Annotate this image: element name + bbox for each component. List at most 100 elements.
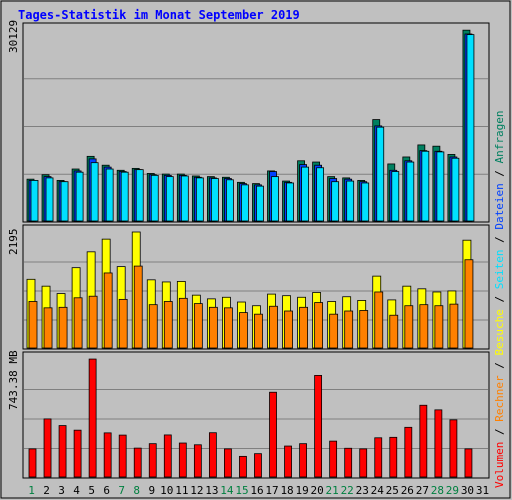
bar-volumen-day-6	[103, 432, 112, 478]
bar-seiten-day-7	[118, 298, 128, 349]
panel-max-label: 743.38 MB	[7, 350, 20, 410]
bar-seiten-day-17	[269, 305, 278, 349]
x-tick-label-12: 12	[190, 484, 203, 497]
bar-volumen-day-2	[43, 418, 52, 478]
bar-volumen-day-26	[404, 426, 413, 478]
bar-volumen-day-7	[118, 434, 127, 478]
bar-seiten-day-14	[224, 307, 233, 349]
bar-seiten-day-3	[58, 306, 68, 349]
x-tick-label-9: 9	[148, 484, 155, 497]
bar-seiten-day-11	[180, 175, 189, 222]
bar-volumen-day-27	[419, 404, 428, 478]
x-tick-label-1: 1	[28, 484, 35, 497]
bar-seiten-day-23	[359, 310, 369, 349]
bar-seiten-day-17	[271, 176, 279, 222]
x-tick-label-28: 28	[431, 484, 444, 497]
bar-seiten-day-2	[45, 177, 54, 222]
x-tick-label-7: 7	[118, 484, 125, 497]
bar-volumen-day-29	[449, 419, 458, 478]
bar-seiten-day-4	[73, 297, 83, 349]
panel-max-label: 30129	[7, 20, 20, 53]
x-tick-label-3: 3	[58, 484, 65, 497]
bar-seiten-day-20	[314, 302, 324, 349]
bar-seiten-day-25	[391, 171, 400, 222]
x-tick-label-21: 21	[326, 484, 339, 497]
bar-seiten-day-7	[120, 171, 129, 222]
x-tick-label-23: 23	[356, 484, 369, 497]
bar-volumen-day-25	[389, 436, 398, 478]
bar-volumen-day-17	[269, 391, 277, 478]
x-tick-label-18: 18	[280, 484, 293, 497]
bar-seiten-day-6	[103, 272, 113, 349]
legend: Volumen / Rechner / Besuche / Seiten / D…	[493, 110, 506, 488]
bar-seiten-day-5	[90, 162, 99, 222]
bar-seiten-day-9	[148, 304, 158, 349]
bar-seiten-day-26	[404, 305, 414, 349]
x-tick-label-24: 24	[371, 484, 385, 497]
bar-volumen-day-5	[88, 358, 97, 478]
bar-seiten-day-4	[75, 171, 84, 222]
bar-seiten-day-16	[256, 185, 264, 222]
bar-volumen-day-24	[374, 437, 383, 478]
bar-volumen-day-19	[299, 443, 307, 478]
bar-seiten-day-27	[419, 304, 429, 349]
chart-title: Tages-Statistik im Monat September 2019	[18, 8, 300, 22]
bar-seiten-day-30	[466, 34, 475, 222]
bar-seiten-day-10	[163, 301, 173, 349]
x-tick-label-20: 20	[311, 484, 324, 497]
bar-volumen-day-4	[73, 429, 82, 478]
bar-seiten-day-16	[254, 313, 263, 349]
x-tick-label-14: 14	[220, 484, 234, 497]
bar-seiten-day-12	[193, 303, 203, 349]
bar-volumen-day-1	[28, 448, 37, 478]
bar-volumen-day-18	[284, 445, 292, 478]
x-tick-label-4: 4	[73, 484, 80, 497]
bar-seiten-day-1	[28, 301, 38, 349]
bar-seiten-day-15	[239, 312, 248, 349]
legend-item-rechner: Rechner	[493, 375, 506, 422]
legend-item-dateien: Dateien	[493, 183, 506, 229]
x-tick-label-8: 8	[133, 484, 140, 497]
bar-seiten-day-2	[43, 307, 53, 349]
bar-seiten-day-20	[316, 167, 325, 222]
bar-seiten-day-24	[376, 126, 385, 222]
legend-separator: /	[493, 289, 506, 309]
bar-seiten-day-9	[150, 174, 159, 222]
bar-seiten-day-22	[344, 310, 354, 349]
bar-seiten-day-29	[449, 303, 459, 349]
x-tick-label-13: 13	[205, 484, 218, 497]
bar-volumen-day-3	[58, 425, 67, 478]
bar-seiten-day-30	[464, 259, 474, 349]
bar-seiten-day-11	[178, 297, 188, 349]
bar-seiten-day-26	[406, 161, 415, 222]
x-tick-label-16: 16	[250, 484, 263, 497]
bar-seiten-day-6	[105, 168, 114, 222]
bar-seiten-day-12	[195, 177, 204, 222]
panel-volume: 743.38 MB	[7, 350, 490, 479]
bar-seiten-day-25	[389, 314, 399, 349]
bar-volumen-day-13	[208, 432, 217, 478]
bar-seiten-day-13	[210, 178, 219, 222]
x-tick-label-17: 17	[265, 484, 278, 497]
bar-seiten-day-27	[421, 150, 430, 222]
legend-item-anfragen: Anfragen	[493, 110, 506, 163]
bar-volumen-day-16	[254, 453, 262, 478]
x-tick-label-22: 22	[341, 484, 354, 497]
bar-volumen-day-22	[344, 447, 353, 478]
x-tick-label-2: 2	[43, 484, 50, 497]
legend-item-volumen: Volumen	[493, 442, 506, 488]
bar-seiten-day-29	[451, 157, 460, 222]
x-axis-day-labels: 1 2 3 4 5 6 7 8 9 10 11 12 13 14 15 16 17 18 19 20 21 22 23 24 2…	[28, 484, 489, 497]
bar-seiten-day-24	[374, 291, 384, 349]
bar-seiten-day-28	[436, 151, 445, 222]
bar-seiten-day-15	[241, 184, 249, 222]
bar-seiten-day-14	[226, 179, 234, 222]
bar-seiten-day-10	[165, 176, 174, 222]
bar-volumen-day-21	[329, 440, 338, 478]
legend-separator: /	[493, 356, 506, 376]
legend-separator: /	[493, 422, 506, 442]
panel-requests-files-pages: 30129	[7, 20, 490, 223]
bar-volumen-day-14	[224, 448, 232, 478]
x-tick-label-6: 6	[103, 484, 110, 497]
